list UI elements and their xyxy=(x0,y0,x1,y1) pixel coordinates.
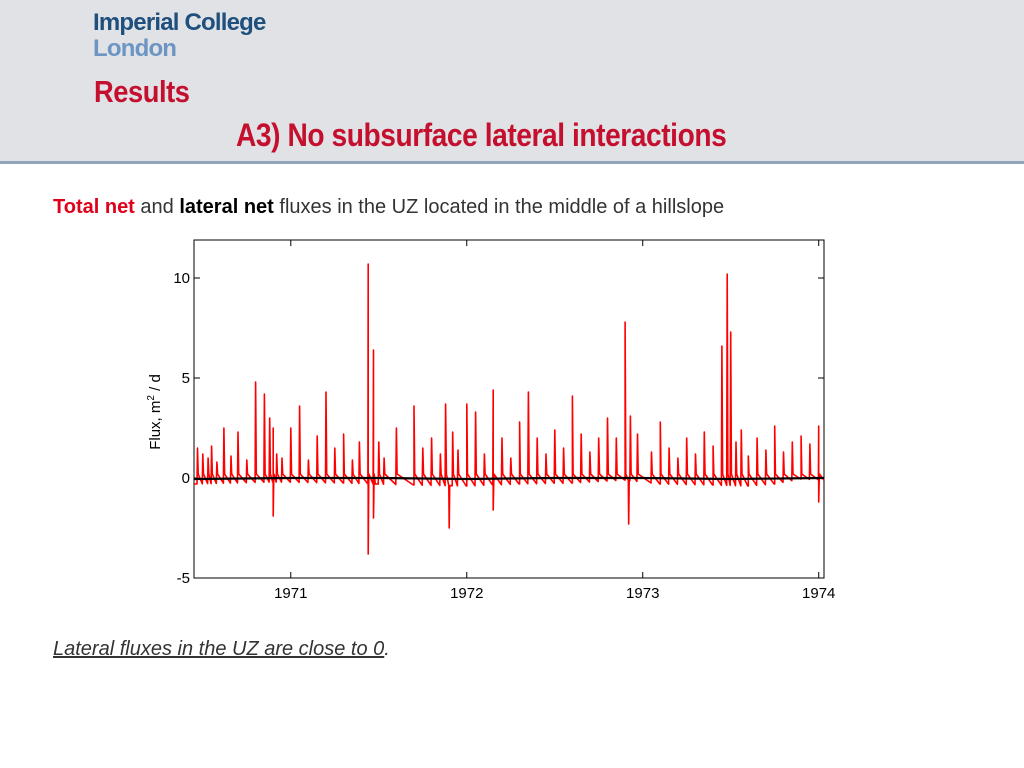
x-tick-label: 1973 xyxy=(626,585,659,602)
lateral-net-label: lateral net xyxy=(179,196,274,218)
logo-line-2: London xyxy=(93,35,177,62)
conclusion-statement: Lateral fluxes in the UZ are close to 0 xyxy=(53,638,385,660)
total-net-label: Total net xyxy=(53,196,135,218)
logo-line-1: Imperial College xyxy=(93,9,266,36)
slide-subtitle: A3) No subsurface lateral interactions xyxy=(236,117,727,153)
y-tick-label: -5 xyxy=(177,570,190,587)
flux-chart: 1971 1972 1973 1974 -5 0 5 10 Flux, m2 / d xyxy=(146,239,835,602)
plot-frame xyxy=(193,239,825,579)
y-tick-label: 5 xyxy=(182,370,190,387)
conclusion-period: . xyxy=(384,638,390,660)
plot-layer: 1971 1972 1973 1974 -5 0 5 10 xyxy=(173,239,835,602)
imperial-college-logo: Imperial College London xyxy=(93,10,266,62)
lateral-net-flux-line xyxy=(193,476,825,481)
y-axis-label: Flux, m2 / d xyxy=(146,374,164,450)
x-tick-label: 1972 xyxy=(450,585,483,602)
conclusion-text: Lateral fluxes in the UZ are close to 0. xyxy=(53,638,390,661)
x-tick-label: 1974 xyxy=(802,585,835,602)
y-tick-label: 10 xyxy=(173,270,190,287)
x-tick-label: 1971 xyxy=(274,585,307,602)
intro-rest: fluxes in the UZ located in the middle o… xyxy=(273,196,725,218)
intro-and: and xyxy=(134,196,180,218)
slide-header: Imperial College London Results A3) No s… xyxy=(0,0,1024,164)
slide-title: Results xyxy=(94,74,190,109)
total-net-flux-line xyxy=(193,263,825,555)
y-tick-label: 0 xyxy=(182,470,190,487)
intro-text: Total net and lateral net fluxes in the … xyxy=(53,196,724,219)
